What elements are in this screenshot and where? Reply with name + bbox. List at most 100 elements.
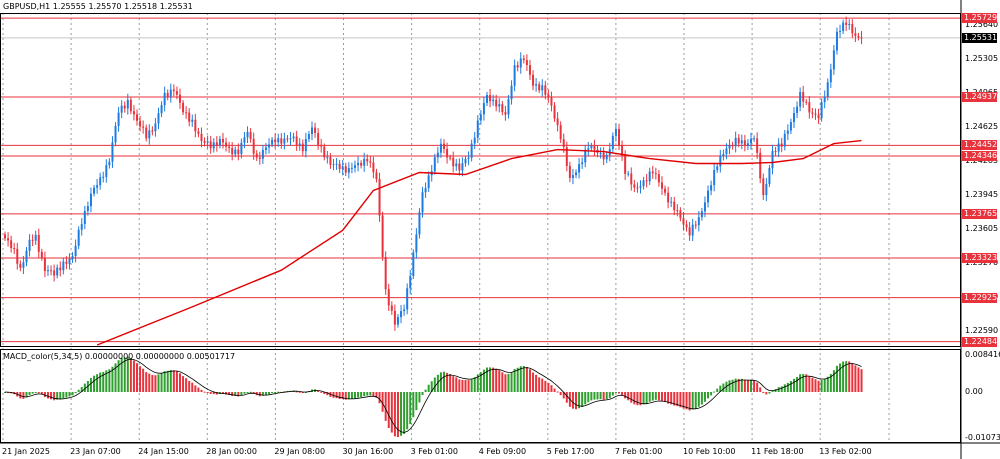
macd-bar [436,374,439,392]
macd-bar [737,378,740,392]
candle-body [295,136,298,146]
macd-bar [832,370,835,392]
macd-bar [255,392,258,396]
candle-body [618,128,620,146]
macd-bar [528,369,531,392]
candle-body [311,127,313,135]
macd-bar [369,392,372,396]
candle-body [639,186,642,188]
macd-bar [734,378,737,392]
candle-body [737,137,740,144]
price-level-tag[interactable]: 1.24452 [962,140,998,151]
candle-body [860,37,863,39]
candle-body [467,157,470,159]
macd-bar [384,392,387,421]
candle-body [283,138,286,144]
candle-body [651,171,654,174]
macd-bar [209,392,212,395]
price-level-tag[interactable]: 1.24937 [962,92,998,103]
candle-body [842,22,845,31]
candle-body [743,140,746,146]
candle-body [525,60,528,66]
candle-body [166,92,169,97]
macd-bar [271,392,274,393]
candle-body [750,138,753,144]
time-axis-label: 30 Jan 16:00 [342,447,394,456]
candle-body [703,202,706,212]
candle-body [519,58,522,68]
candle-body [120,105,123,113]
candle-body [516,65,519,68]
price-level-tag[interactable]: 1.24346 [962,150,998,161]
candle-body [393,310,396,325]
macd-bar [722,383,725,392]
price-level-tag[interactable]: 1.22925 [962,292,998,303]
candle-body [191,119,194,122]
macd-bar [842,361,845,392]
macd-bar [504,374,507,392]
candle-body [390,305,393,311]
macd-bar [40,392,43,395]
macd-bar [172,370,175,392]
candle-body [796,106,799,113]
price-level-tag[interactable]: 1.23765 [962,208,998,219]
candle-body [762,178,765,196]
candle-body [56,267,59,276]
macd-bar [132,360,135,392]
candle-body [74,245,77,257]
candle-body [593,145,596,150]
candle-body [820,102,823,119]
macd-bar [538,377,541,392]
macd-bar [123,357,126,392]
price-level-tag[interactable]: 1.25729 [962,13,998,24]
macd-bar [277,391,280,393]
macd-bar [139,366,142,392]
candle-body [25,250,28,263]
symbol-ohlc-label: GBPUSD,H1 1.25555 1.25570 1.25518 1.2553… [3,2,193,11]
time-axis-label: 4 Feb 09:00 [478,447,527,456]
candle-body [80,224,83,230]
candle-body [102,176,105,178]
macd-bar [799,374,802,392]
candle-body [329,157,332,165]
candle-body [716,166,719,171]
candle-body [172,89,175,92]
macd-bar [105,370,108,392]
candle-body [657,174,660,183]
candle-body [777,143,780,152]
candle-body [62,261,65,271]
candle-body [59,267,62,271]
candle-body [452,157,455,167]
candle-body [136,114,139,121]
candle-body [433,157,436,172]
current-price-tag: 1.25531 [962,32,998,43]
main-pane-frame [0,13,961,347]
candle-body [218,138,221,146]
candle-body [22,262,25,268]
macd-bar [225,392,228,395]
candle-body [304,139,307,152]
candle-body [37,234,40,252]
macd-bar [768,392,771,394]
macd-bar [621,392,624,396]
macd-bar [178,373,181,392]
candle-body [154,123,157,132]
candle-body [679,210,682,219]
candle-body [366,158,369,162]
candle-body [323,146,326,158]
candle-body [710,185,713,191]
candle-body [756,138,759,153]
candle-body [799,92,802,107]
candle-body [65,261,68,264]
price-level-tag[interactable]: 1.23323 [962,252,998,263]
candle-body [541,85,544,91]
candle-body [243,137,246,143]
macd-bar [163,371,166,392]
macd-bar [117,360,120,392]
candle-body [845,22,848,25]
macd-bar [719,385,722,392]
candle-body [353,165,356,168]
price-level-tag[interactable]: 1.22484 [962,336,998,347]
macd-bar [578,392,581,409]
